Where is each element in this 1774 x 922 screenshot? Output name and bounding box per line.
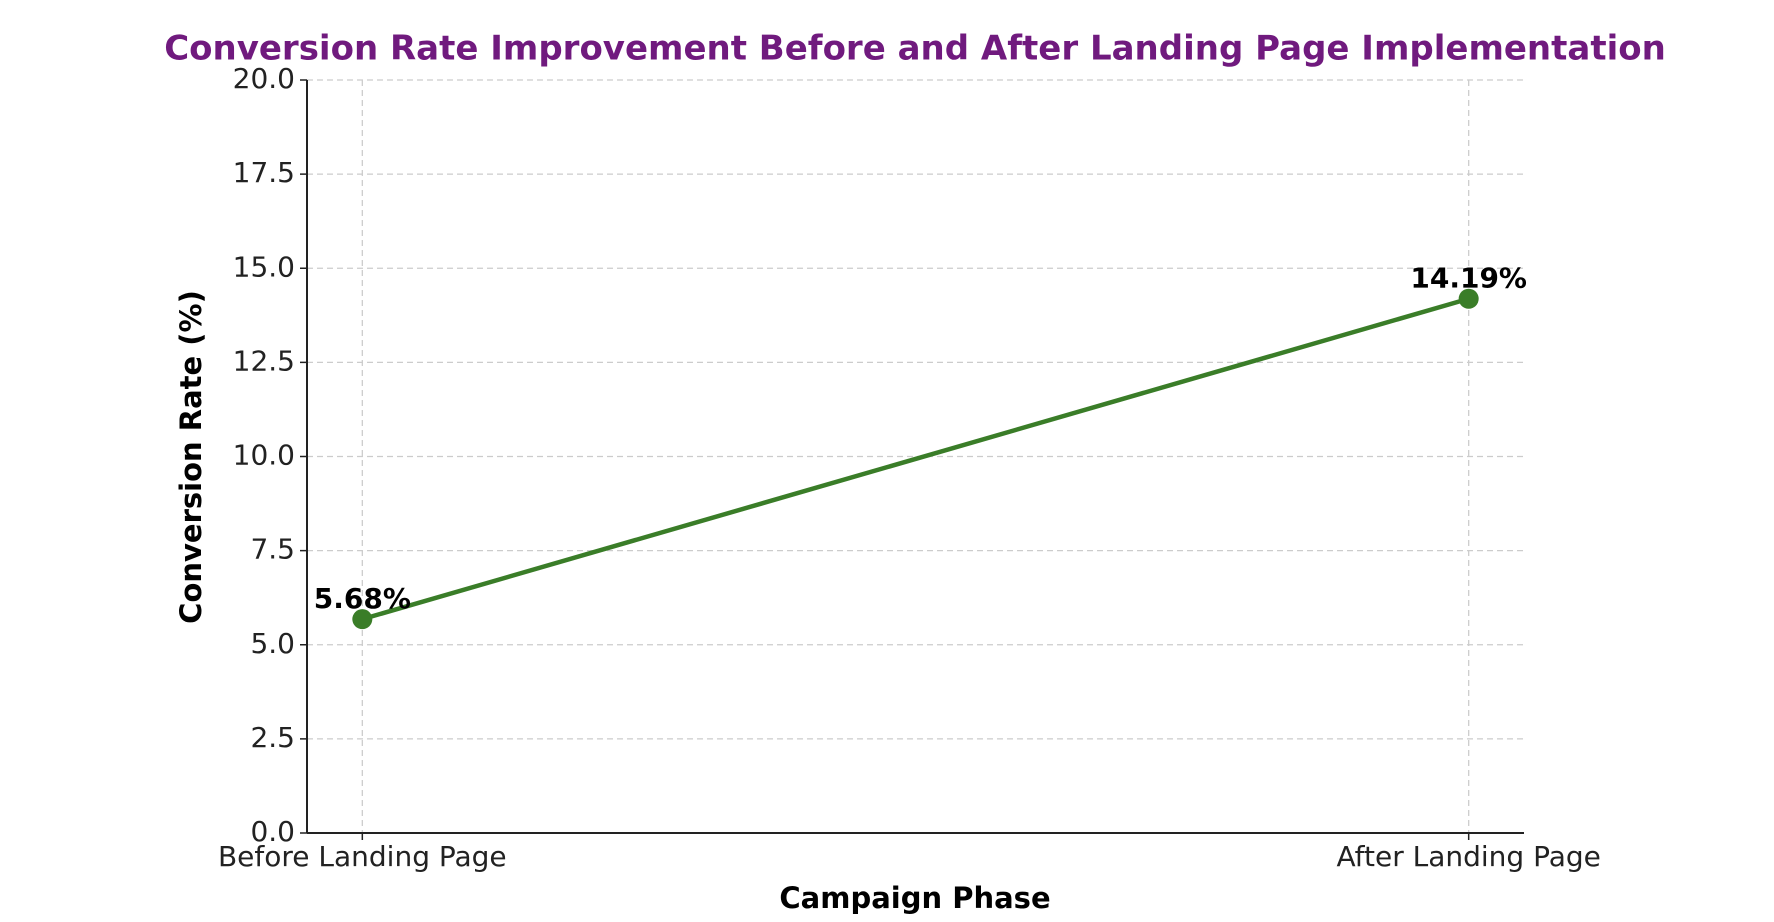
x-tick-label: Before Landing Page (218, 840, 507, 873)
data-label: 14.19% (1410, 262, 1527, 295)
y-tick-label: 12.5 (233, 344, 295, 377)
data-line (361, 296, 1470, 622)
y-tick-label: 7.5 (250, 533, 295, 566)
y-tick-label: 10.0 (233, 439, 295, 472)
y-tick-label: 15.0 (233, 250, 295, 283)
data-label: 5.68% (314, 582, 411, 615)
y-tick-label: 0.0 (250, 815, 295, 848)
data-point (352, 609, 373, 630)
x-axis-label: Campaign Phase (779, 881, 1050, 915)
x-tick-label: After Landing Page (1336, 840, 1600, 873)
chart-title: Conversion Rate Improvement Before and A… (164, 29, 1666, 69)
data-point (1458, 288, 1479, 309)
y-tick-label: 2.5 (250, 721, 295, 754)
y-tick-label: 17.5 (233, 156, 295, 189)
y-axis-label: Conversion Rate (%) (174, 290, 208, 624)
y-tick-label: 5.0 (250, 627, 295, 660)
y-tick-label: 20.0 (233, 62, 295, 95)
